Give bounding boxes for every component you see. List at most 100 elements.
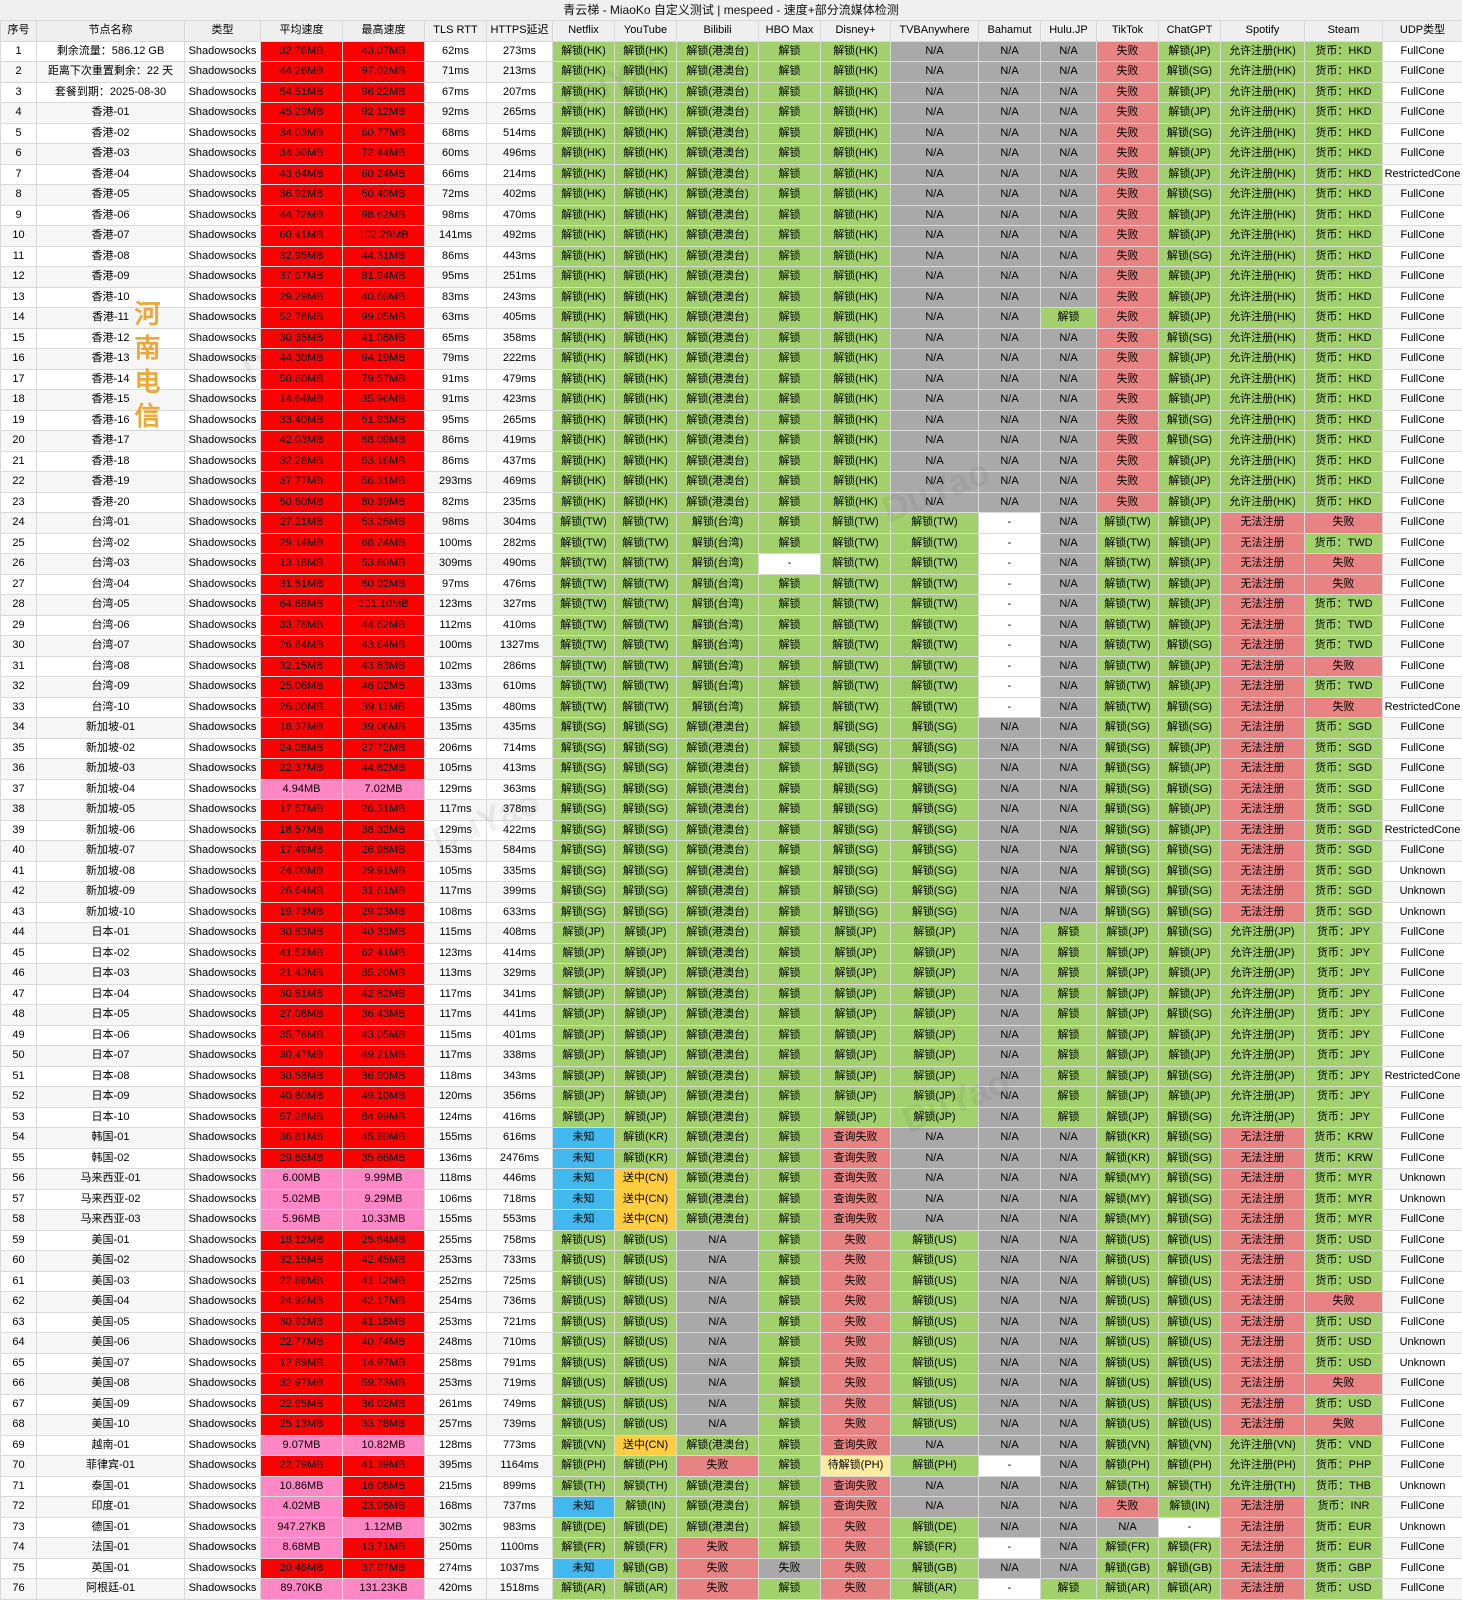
max-speed: 60.77MB xyxy=(342,122,425,144)
max-speed: 42.17MB xyxy=(342,1291,425,1313)
netflix-status: 解锁(TW) xyxy=(552,676,615,698)
index: 27 xyxy=(0,573,37,595)
table-row: 10 香港-07 Shadowsocks 60.41MB 102.29MB 141ms 49… xyxy=(0,225,1462,247)
https-latency: 610ms xyxy=(486,676,553,698)
hbo-max-status: 解锁 xyxy=(758,1311,821,1333)
spotify-status: 无法注册 xyxy=(1220,758,1305,780)
hbo-max-status: 解锁 xyxy=(758,491,821,513)
spotify-status: 允许注册(HK) xyxy=(1220,327,1305,349)
bilibili-status: 解锁(台湾) xyxy=(676,573,759,595)
max-speed: 44.31MB xyxy=(342,245,425,267)
tvbanywhere-status: N/A xyxy=(890,348,979,370)
spotify-status: 无法注册 xyxy=(1220,635,1305,657)
protocol: Shadowsocks xyxy=(184,1516,261,1538)
youtube-status: 解锁(HK) xyxy=(614,348,677,370)
youtube-status: 解锁(TW) xyxy=(614,594,677,616)
hbo-max-status: 解锁 xyxy=(758,1024,821,1046)
tiktok-status: 解锁(SG) xyxy=(1096,901,1159,923)
max-speed: 51.93MB xyxy=(342,409,425,431)
bahamut-status: N/A xyxy=(978,1188,1041,1210)
index: 70 xyxy=(0,1455,37,1477)
avg-speed: 30.58MB xyxy=(260,1065,343,1087)
tls-rtt: 91ms xyxy=(424,389,487,411)
tiktok-status: 解锁(JP) xyxy=(1096,1045,1159,1067)
protocol: Shadowsocks xyxy=(184,122,261,144)
avg-speed: 12.89MB xyxy=(260,1352,343,1374)
tvbanywhere-status: N/A xyxy=(890,307,979,329)
udp-type: FullCone xyxy=(1382,368,1462,390)
https-latency: 737ms xyxy=(486,1496,553,1518)
tvbanywhere-status: N/A xyxy=(890,245,979,267)
udp-type: Unknown xyxy=(1382,860,1462,882)
max-speed: 9.29MB xyxy=(342,1188,425,1210)
tls-rtt: 62ms xyxy=(424,40,487,62)
chatgpt-status: 解锁(JP) xyxy=(1158,799,1221,821)
index: 53 xyxy=(0,1106,37,1128)
hulu-jp-status: N/A xyxy=(1040,614,1097,636)
col-bilibili-status: Bilibili xyxy=(676,20,759,42)
bilibili-status: N/A xyxy=(676,1332,759,1354)
youtube-status: 解锁(HK) xyxy=(614,430,677,452)
node-name: 美国-10 xyxy=(36,1414,185,1436)
youtube-status: 解锁(PH) xyxy=(614,1455,677,1477)
max-speed: 60.24MB xyxy=(342,163,425,185)
tiktok-status: 失败 xyxy=(1096,204,1159,226)
tiktok-status: 失败 xyxy=(1096,40,1159,62)
tvbanywhere-status: N/A xyxy=(890,61,979,83)
disney-plus-status: 解锁(JP) xyxy=(820,922,891,944)
hulu-jp-status: N/A xyxy=(1040,737,1097,759)
index: 18 xyxy=(0,389,37,411)
spotify-status: 无法注册 xyxy=(1220,1270,1305,1292)
youtube-status: 解锁(TW) xyxy=(614,553,677,575)
hulu-jp-status: N/A xyxy=(1040,1557,1097,1579)
protocol: Shadowsocks xyxy=(184,491,261,513)
steam-status: 失败 xyxy=(1304,512,1383,534)
hbo-max-status: 解锁 xyxy=(758,676,821,698)
hbo-max-status: 解锁 xyxy=(758,1537,821,1559)
spotify-status: 无法注册 xyxy=(1220,840,1305,862)
https-latency: 470ms xyxy=(486,204,553,226)
hbo-max-status: 解锁 xyxy=(758,983,821,1005)
netflix-status: 解锁(TW) xyxy=(552,532,615,554)
spotify-status: 无法注册 xyxy=(1220,860,1305,882)
spotify-status: 无法注册 xyxy=(1220,614,1305,636)
netflix-status: 解锁(HK) xyxy=(552,450,615,472)
tls-rtt: 215ms xyxy=(424,1475,487,1497)
chatgpt-status: 解锁(JP) xyxy=(1158,676,1221,698)
chatgpt-status: 解锁(SG) xyxy=(1158,635,1221,657)
max-speed: 59.73MB xyxy=(342,1373,425,1395)
max-speed: 23.98MB xyxy=(342,1496,425,1518)
node-name: 香港-09 xyxy=(36,266,185,288)
node-name: 越南-01 xyxy=(36,1434,185,1456)
bilibili-status: 解锁(港澳台) xyxy=(676,348,759,370)
bilibili-status: 解锁(港澳台) xyxy=(676,40,759,62)
bilibili-status: 解锁(台湾) xyxy=(676,512,759,534)
hulu-jp-status: N/A xyxy=(1040,471,1097,493)
protocol: Shadowsocks xyxy=(184,635,261,657)
col-https-latency: HTTPS延迟 xyxy=(486,20,553,42)
disney-plus-status: 解锁(HK) xyxy=(820,204,891,226)
steam-status: 货币：USD xyxy=(1304,1229,1383,1251)
index: 33 xyxy=(0,696,37,718)
steam-status: 货币：SGD xyxy=(1304,799,1383,821)
youtube-status: 解锁(TW) xyxy=(614,573,677,595)
chatgpt-status: 解锁(SG) xyxy=(1158,901,1221,923)
steam-status: 货币：TWD xyxy=(1304,635,1383,657)
table-row: 15 香港-12 Shadowsocks 30.35MB 41.08MB 65ms 358m… xyxy=(0,327,1462,349)
tiktok-status: 失败 xyxy=(1096,245,1159,267)
avg-speed: 44.30MB xyxy=(260,348,343,370)
col-tvbanywhere-status: TVBAnywhere xyxy=(890,20,979,42)
tls-rtt: 97ms xyxy=(424,573,487,595)
tvbanywhere-status: N/A xyxy=(890,286,979,308)
node-name: 新加坡-02 xyxy=(36,737,185,759)
bilibili-status: N/A xyxy=(676,1311,759,1333)
hbo-max-status: 解锁 xyxy=(758,1209,821,1231)
table-row: 27 台湾-04 Shadowsocks 31.51MB 50.02MB 97ms 476m… xyxy=(0,573,1462,595)
tls-rtt: 98ms xyxy=(424,512,487,534)
https-latency: 1518ms xyxy=(486,1578,553,1600)
chatgpt-status: 解锁(JP) xyxy=(1158,143,1221,165)
node-name: 德国-01 xyxy=(36,1516,185,1538)
youtube-status: 解锁(HK) xyxy=(614,204,677,226)
hbo-max-status: 解锁 xyxy=(758,1291,821,1313)
protocol: Shadowsocks xyxy=(184,143,261,165)
